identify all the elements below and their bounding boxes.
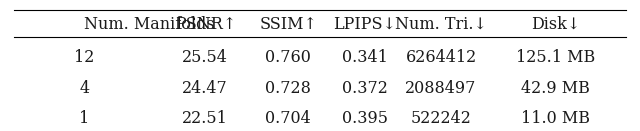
- Text: 522242: 522242: [411, 110, 472, 127]
- Text: 12: 12: [74, 49, 95, 66]
- Text: 6264412: 6264412: [406, 49, 477, 66]
- Text: 22.51: 22.51: [182, 110, 228, 127]
- Text: 4: 4: [79, 80, 90, 97]
- Text: LPIPS↓: LPIPS↓: [333, 16, 396, 33]
- Text: 25.54: 25.54: [182, 49, 228, 66]
- Text: Disk↓: Disk↓: [531, 16, 580, 33]
- Text: 11.0 MB: 11.0 MB: [521, 110, 590, 127]
- Text: 0.372: 0.372: [342, 80, 388, 97]
- Text: 24.47: 24.47: [182, 80, 228, 97]
- Text: PSNR↑: PSNR↑: [175, 16, 236, 33]
- Text: Num. Tri.↓: Num. Tri.↓: [395, 16, 487, 33]
- Text: 1: 1: [79, 110, 90, 127]
- Text: SSIM↑: SSIM↑: [259, 16, 317, 33]
- Text: 0.728: 0.728: [265, 80, 311, 97]
- Text: Num. Manifolds: Num. Manifolds: [84, 16, 215, 33]
- Text: 0.395: 0.395: [342, 110, 388, 127]
- Text: 42.9 MB: 42.9 MB: [522, 80, 590, 97]
- Text: 0.704: 0.704: [265, 110, 311, 127]
- Text: 125.1 MB: 125.1 MB: [516, 49, 595, 66]
- Text: 2088497: 2088497: [405, 80, 477, 97]
- Text: 0.760: 0.760: [265, 49, 311, 66]
- Text: 0.341: 0.341: [342, 49, 388, 66]
